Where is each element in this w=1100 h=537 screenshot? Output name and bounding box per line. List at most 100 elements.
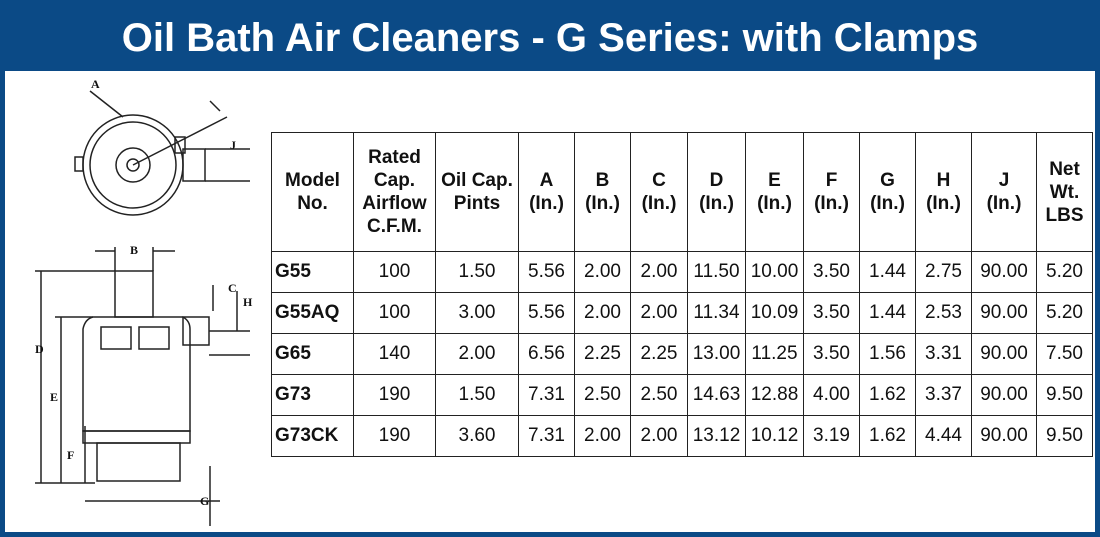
column-header: E (In.) — [745, 132, 804, 252]
header-line: D — [709, 170, 724, 191]
cell: 4.00 — [803, 374, 860, 416]
cell: 7.31 — [518, 374, 575, 416]
header-line: (In.) — [699, 193, 734, 214]
cell: 3.00 — [435, 292, 519, 334]
cell: 5.56 — [518, 292, 575, 334]
cell: 90.00 — [971, 374, 1037, 416]
cell: 90.00 — [971, 415, 1037, 457]
cell: 2.00 — [574, 292, 631, 334]
cell: 3.50 — [803, 333, 860, 375]
diagram: A J B C H D E F G — [35, 77, 253, 526]
header-line: Airflow — [362, 193, 427, 214]
model-cell: G73 — [271, 374, 354, 416]
table-row: G55AQ 100 3.00 5.56 2.00 2.00 11.34 10.09 3.50 1.… — [271, 292, 1093, 334]
cell: 3.50 — [803, 292, 860, 334]
table-row: G73 190 1.50 7.31 2.50 2.50 14.63 12.88 4.00 1.62… — [271, 374, 1093, 416]
cell: 1.44 — [859, 292, 916, 334]
header-line: Oil Cap. — [441, 170, 513, 191]
cell: 11.50 — [687, 251, 746, 293]
cell: 2.00 — [435, 333, 519, 375]
cell: 7.50 — [1036, 333, 1093, 375]
cell: 14.63 — [687, 374, 746, 416]
header-line: (In.) — [641, 193, 677, 214]
dim-label: J — [230, 138, 236, 152]
header-line: (In.) — [986, 193, 1022, 214]
cell: 1.50 — [435, 374, 519, 416]
cell: 90.00 — [971, 251, 1037, 293]
cell: 90.00 — [971, 333, 1037, 375]
column-header: Oil Cap. Pints — [435, 132, 519, 252]
column-header: J (In.) — [971, 132, 1037, 252]
cell: 100 — [353, 251, 436, 293]
cell: 2.25 — [574, 333, 631, 375]
cell: 3.37 — [915, 374, 972, 416]
header-line: (In.) — [870, 193, 905, 214]
column-header: Model No. — [271, 132, 354, 252]
cell: 3.60 — [435, 415, 519, 457]
cell: 11.34 — [687, 292, 746, 334]
model-cell: G55AQ — [271, 292, 354, 334]
cell: 11.25 — [745, 333, 804, 375]
header-line: E — [768, 170, 781, 191]
cell: 3.50 — [803, 251, 860, 293]
spec-table: Model No. Rated Cap. Airflow C.F.M. Oil Cap. Pi… — [271, 132, 1093, 457]
dim-label: G — [200, 494, 209, 508]
table-row: G73CK 190 3.60 7.31 2.00 2.00 13.12 10.12 3.19 1.… — [271, 415, 1093, 457]
header-line: (In.) — [529, 193, 564, 214]
cell: 100 — [353, 292, 436, 334]
header-line: C.F.M. — [367, 216, 422, 237]
cell: 9.50 — [1036, 374, 1093, 416]
cell: 190 — [353, 415, 436, 457]
column-header: C (In.) — [630, 132, 688, 252]
cell: 2.00 — [574, 415, 631, 457]
header-line: No. — [297, 193, 328, 214]
dim-label: H — [243, 295, 253, 309]
cell: 140 — [353, 333, 436, 375]
cell: 10.09 — [745, 292, 804, 334]
header-line: G — [880, 170, 895, 191]
column-header: D (In.) — [687, 132, 746, 252]
cell: 3.19 — [803, 415, 860, 457]
column-header: G (In.) — [859, 132, 916, 252]
cell: 12.88 — [745, 374, 804, 416]
dim-label: B — [130, 243, 138, 257]
cell: 2.50 — [574, 374, 631, 416]
cell: 5.20 — [1036, 292, 1093, 334]
header-line: Net — [1049, 158, 1080, 180]
column-header: Rated Cap. Airflow C.F.M. — [353, 132, 436, 252]
cell: 3.31 — [915, 333, 972, 375]
model-cell: G65 — [271, 333, 354, 375]
cell: 13.12 — [687, 415, 746, 457]
cell: 2.00 — [630, 415, 688, 457]
header-line: J — [998, 170, 1010, 191]
cell: 5.56 — [518, 251, 575, 293]
header-line: Rated — [368, 147, 421, 168]
page-title: Oil Bath Air Cleaners - G Series: with C… — [5, 5, 1095, 71]
header-line: (In.) — [757, 193, 792, 214]
cell: 9.50 — [1036, 415, 1093, 457]
cell: 5.20 — [1036, 251, 1093, 293]
model-cell: G55 — [271, 251, 354, 293]
cell: 2.00 — [630, 251, 688, 293]
cell: 7.31 — [518, 415, 575, 457]
cell: 6.56 — [518, 333, 575, 375]
header-line: C — [652, 170, 666, 191]
dim-label: F — [67, 448, 74, 462]
dim-label: E — [50, 390, 58, 404]
side-view — [35, 247, 250, 526]
header-line: Cap. — [373, 170, 416, 191]
cell: 2.00 — [574, 251, 631, 293]
cell: 10.00 — [745, 251, 804, 293]
header-line: Model — [285, 170, 340, 191]
column-header: B (In.) — [574, 132, 631, 252]
header-line: (In.) — [585, 193, 620, 214]
cell: 4.44 — [915, 415, 972, 457]
header-line: LBS — [1045, 204, 1084, 226]
cell: 2.00 — [630, 292, 688, 334]
dim-label: D — [35, 342, 44, 356]
dim-label: C — [228, 281, 237, 295]
cell: 10.12 — [745, 415, 804, 457]
dim-label: A — [91, 77, 100, 91]
header-line: A — [539, 170, 554, 191]
